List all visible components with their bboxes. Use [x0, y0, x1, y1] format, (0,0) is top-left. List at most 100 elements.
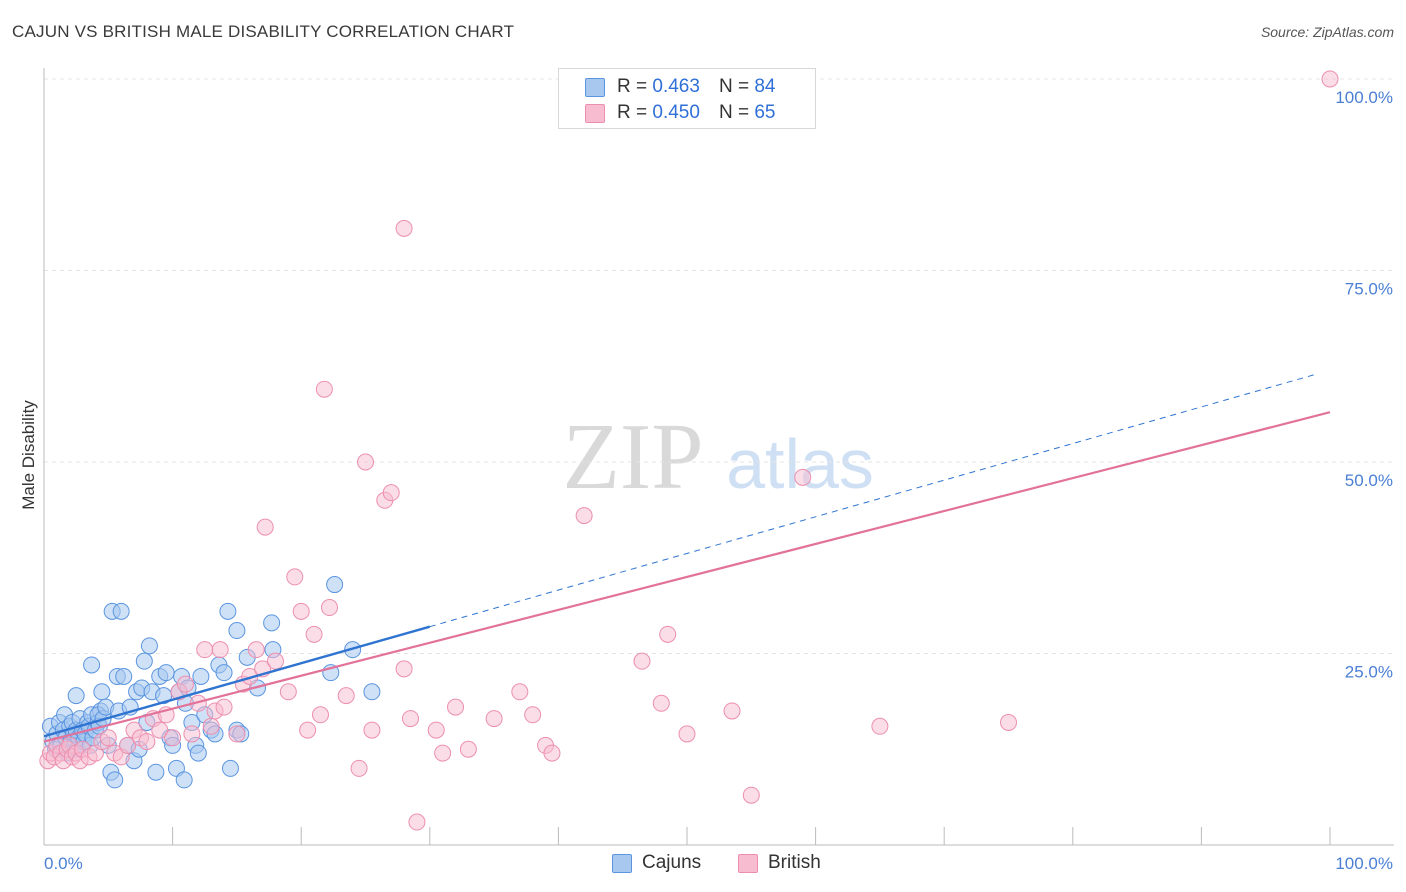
cajun-point [189, 744, 207, 762]
cajun-point [147, 763, 165, 781]
british-point [292, 602, 310, 620]
cajun-point [112, 602, 130, 620]
british-point [427, 721, 445, 739]
cajun-point [263, 614, 281, 632]
legend-row-cajuns: R = 0.463 N = 84 [585, 76, 775, 98]
x-tick-labels: 0.0% 100.0% [44, 854, 1393, 873]
gridlines [44, 78, 1394, 654]
british-point [320, 599, 338, 617]
cajun-point [140, 637, 158, 655]
british-point [151, 721, 169, 739]
british-point [99, 729, 117, 747]
cajun-trend-line [43, 625, 431, 738]
british-n-value: 65 [754, 102, 776, 123]
cajun-point [135, 652, 153, 670]
british-point [202, 717, 220, 735]
british-point [485, 710, 503, 728]
cajun-point [326, 576, 344, 594]
british-point [652, 694, 670, 712]
british-point [659, 625, 677, 643]
cajun-point [115, 667, 133, 685]
british-point [382, 484, 400, 502]
cajun-legend-swatch [612, 853, 632, 873]
british-point [408, 813, 426, 831]
cajun-swatch [585, 77, 605, 97]
british-point [299, 721, 317, 739]
british-point [211, 641, 229, 659]
british-point [196, 641, 214, 659]
watermark-atlas: atlas [726, 425, 874, 503]
british-point [575, 507, 593, 525]
british-point [511, 683, 529, 701]
cajun-point [192, 667, 210, 685]
r-label: R = [617, 102, 648, 123]
british-point [871, 717, 889, 735]
british-point [447, 698, 465, 716]
british-point [350, 759, 368, 777]
cajun-r-value: 0.463 [652, 76, 700, 97]
x-tick-label: 0.0% [44, 854, 83, 873]
watermark-zip: ZIP [563, 405, 704, 509]
trend-lines [43, 373, 1331, 743]
british-point [395, 660, 413, 678]
british-point [1000, 713, 1017, 731]
x-tick-label: 100.0% [1335, 854, 1393, 873]
cajun-legend-label: Cajuns [642, 852, 702, 873]
watermark: ZIP atlas [563, 405, 874, 509]
british-point [119, 736, 137, 754]
british-point [742, 786, 760, 804]
bottom-legend-british[interactable]: British [738, 852, 821, 874]
british-point [363, 721, 381, 739]
british-point [678, 725, 696, 743]
british-point [543, 744, 561, 762]
tick-marks [43, 827, 1331, 845]
british-point [459, 740, 477, 758]
legend-row-british: R = 0.450 N = 65 [585, 102, 775, 124]
british-point [315, 380, 333, 398]
cajun-point [228, 622, 246, 640]
british-point [279, 683, 297, 701]
british-point [633, 652, 651, 670]
r-label: R = [617, 76, 648, 97]
british-point [164, 729, 182, 747]
cajun-point [221, 759, 239, 777]
bottom-legend-cajuns[interactable]: Cajuns [612, 852, 701, 874]
british-point [337, 687, 355, 705]
cajun-point [157, 664, 175, 682]
y-tick-label: 50.0% [1345, 471, 1393, 490]
british-point [247, 641, 265, 659]
n-label: N = [718, 102, 750, 123]
british-point [215, 698, 233, 716]
british-point [286, 568, 304, 586]
british-point [1321, 70, 1339, 88]
british-legend-label: British [768, 852, 821, 873]
british-swatch [585, 103, 605, 123]
british-r-value: 0.450 [652, 102, 700, 123]
cajun-point [83, 656, 101, 674]
y-tick-labels: 25.0% 50.0% 75.0% 100.0% [1335, 88, 1393, 682]
n-label: N = [718, 76, 750, 97]
british-point [305, 625, 323, 643]
british-point [138, 733, 156, 751]
cajun-n-value: 84 [754, 76, 776, 97]
y-tick-label: 75.0% [1345, 280, 1393, 299]
british-point [266, 652, 284, 670]
cajun-point [215, 664, 233, 682]
british-point [723, 702, 741, 720]
cajun-point [219, 602, 237, 620]
british-point [794, 468, 812, 486]
british-point [395, 219, 413, 237]
british-point [524, 706, 542, 724]
british-point [311, 706, 329, 724]
british-point [228, 725, 246, 743]
british-trend-line [43, 411, 1331, 743]
british-legend-swatch [738, 853, 758, 873]
british-point [183, 725, 201, 743]
source-label: Source: ZipAtlas.com [1260, 24, 1394, 40]
chart-title: CAJUN VS BRITISH MALE DISABILITY CORRELA… [12, 22, 515, 41]
stats-legend: R = 0.463 N = 84 R = 0.450 N = 65 [558, 68, 816, 129]
y-tick-label: 100.0% [1335, 88, 1393, 107]
cajun-point [106, 771, 124, 789]
y-axis-label: Male Disability [19, 400, 38, 510]
